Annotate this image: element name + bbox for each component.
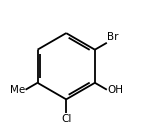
Text: Me: Me (10, 85, 25, 95)
Text: Cl: Cl (61, 114, 71, 124)
Text: Br: Br (107, 32, 119, 42)
Text: OH: OH (108, 85, 124, 95)
